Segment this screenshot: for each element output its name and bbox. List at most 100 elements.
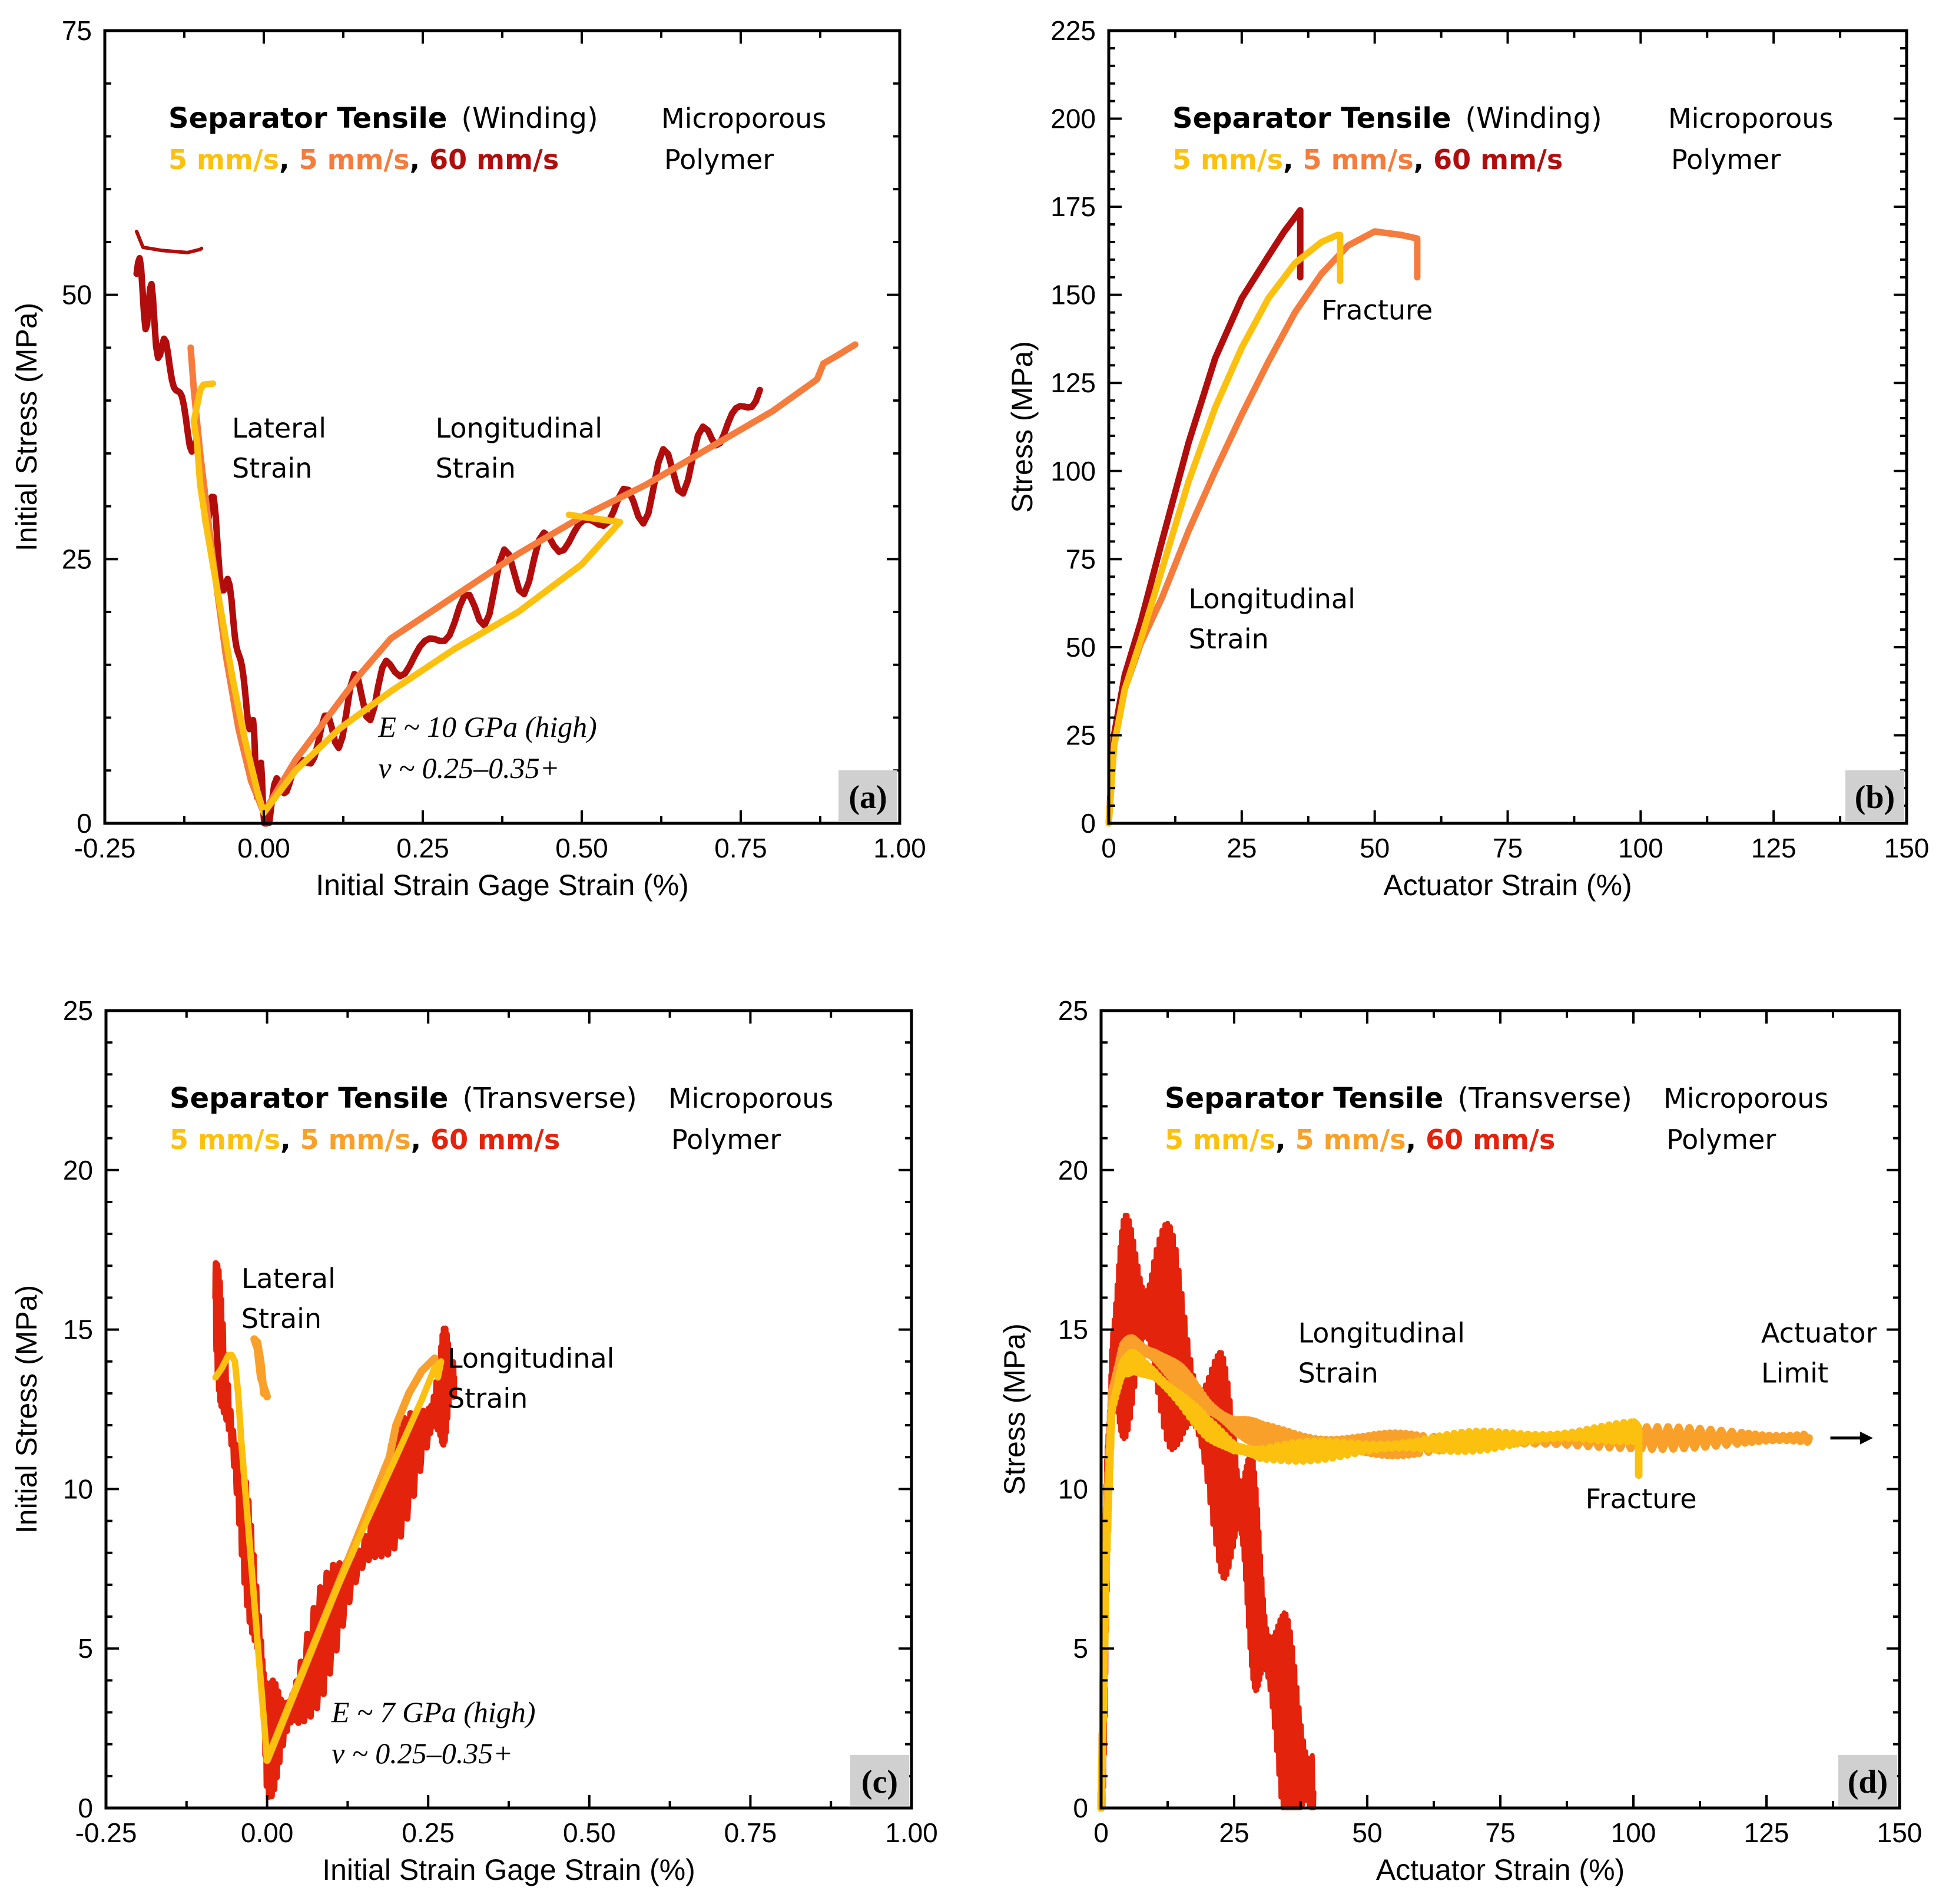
panel-a: -0.25 0.00 0.25 0.50 0.75 1.00 0 25 50 75 Initial … (10, 15, 926, 902)
y-tick-label: 0 (1080, 808, 1096, 839)
material-label: Polymer (664, 144, 774, 176)
x-tick-label: 0.50 (555, 833, 608, 863)
panel-c: -0.25 0.00 0.25 0.50 0.75 1.00 0 5 10 15 20 25 Initi… (10, 995, 938, 1886)
legend-entry: 60 mm/s (1433, 144, 1563, 176)
x-tick-label: 25 (1227, 833, 1257, 863)
series-group (212, 1260, 458, 1800)
annotation: Strain (241, 1303, 321, 1335)
legend-entry: 5 mm/s (170, 1124, 280, 1155)
x-tick-label: 0.00 (237, 833, 290, 863)
annotation: Actuator (1761, 1317, 1877, 1349)
annotation: Strain (1189, 623, 1269, 655)
legend-entry: 5 mm/s (168, 144, 279, 176)
y-tick-label: 150 (1050, 280, 1096, 310)
annotation: Lateral (241, 1263, 336, 1294)
x-axis-label: Actuator Strain (%) (1383, 869, 1632, 902)
x-tick-label: 50 (1352, 1817, 1382, 1848)
speed-legend: 5 mm/s, 5 mm/s, 60 mm/s (1165, 1124, 1555, 1155)
panel-tag-background (838, 770, 897, 821)
x-tick-label: 1.00 (885, 1817, 938, 1848)
annotation: Longitudinal (1298, 1317, 1464, 1349)
series-5-mm-s-yellow- (1105, 231, 1344, 827)
x-tick-label: 0.25 (396, 833, 449, 863)
legend-entry: 5 mm/s (1165, 1124, 1275, 1155)
x-tick-label: 0.25 (402, 1817, 455, 1848)
annotation: Limit (1761, 1357, 1828, 1389)
x-tick-label: 0.75 (714, 833, 767, 863)
x-tick-label: 125 (1744, 1817, 1789, 1848)
series-60-mm-s-initial (135, 230, 204, 254)
y-tick-label: 0 (1073, 1793, 1088, 1823)
chart-title: Separator Tensile (Transverse) (1165, 1082, 1632, 1115)
y-tick-label: 25 (1058, 995, 1088, 1026)
x-tick-label: 75 (1485, 1817, 1515, 1848)
panel-label: (d) (1848, 1764, 1888, 1800)
material-label: Polymer (671, 1124, 781, 1155)
x-tick-label: 100 (1618, 833, 1663, 863)
arrow-head-icon (1860, 1431, 1873, 1445)
series-60-mm-s (1099, 1213, 1317, 1810)
annotation: Longitudinal (1189, 583, 1355, 615)
x-tick-label: 75 (1493, 833, 1523, 863)
panel-b: 0 25 50 75 100 125 150 0 25 50 75 100 125 150 175 200 22… (1006, 15, 1929, 902)
x-tick-label: 0.75 (724, 1817, 777, 1848)
series-5-mm-s-yellow- (212, 1352, 445, 1764)
y-tick-label: 50 (62, 280, 92, 310)
chart-title: Separator Tensile (Winding) (1172, 102, 1602, 135)
modulus-annotation: ν ~ 0.25–0.35+ (378, 751, 559, 784)
chart-title: Separator Tensile (Winding) (168, 102, 598, 135)
legend-entry: 60 mm/s (429, 144, 559, 176)
panel-label: (a) (848, 779, 887, 816)
y-axis-label: Initial Stress (MPa) (10, 1285, 43, 1534)
legend-separator: , (279, 144, 299, 176)
title-orientation: (Winding) (461, 102, 598, 135)
panel-label: (b) (1855, 779, 1895, 816)
series-5-mm-s-yellow- (1097, 1349, 1643, 1812)
speed-legend: 5 mm/s, 5 mm/s, 60 mm/s (170, 1124, 560, 1155)
title-bold: Separator Tensile (1165, 1082, 1443, 1115)
legend-separator: , (411, 1124, 431, 1155)
x-tick-label: -0.25 (74, 833, 136, 863)
title-bold: Separator Tensile (1172, 102, 1451, 135)
x-tick-label: 100 (1611, 1817, 1656, 1848)
y-tick-label: 25 (1066, 720, 1096, 750)
annotation: Fracture (1586, 1483, 1697, 1515)
y-tick-label: 5 (1073, 1633, 1088, 1664)
y-tick-label: 200 (1050, 104, 1096, 134)
title-orientation: (Transverse) (462, 1082, 637, 1115)
y-tick-label: 75 (62, 15, 92, 46)
series-60-mm-s (1105, 207, 1304, 827)
legend-separator: , (1275, 1124, 1295, 1155)
material-label: Microporous (1663, 1082, 1828, 1114)
modulus-annotation: E ~ 10 GPa (high) (377, 710, 596, 743)
title-bold: Separator Tensile (168, 102, 447, 135)
y-tick-label: 125 (1050, 367, 1096, 398)
title-orientation: (Transverse) (1457, 1082, 1632, 1115)
y-tick-label: 10 (63, 1473, 93, 1504)
x-tick-label: 0 (1101, 833, 1116, 863)
y-tick-label: 25 (62, 544, 92, 574)
legend-separator: , (1414, 144, 1434, 176)
legend-entry: 5 mm/s (300, 1124, 411, 1155)
x-tick-label: 50 (1360, 833, 1390, 863)
title-orientation: (Winding) (1465, 102, 1602, 135)
material-label: Microporous (661, 102, 826, 134)
x-tick-label: 125 (1751, 833, 1797, 863)
annotation: Strain (448, 1383, 528, 1415)
y-axis-label: Initial Stress (MPa) (10, 303, 43, 551)
x-axis-label: Initial Strain Gage Strain (%) (316, 869, 689, 902)
modulus-annotation: ν ~ 0.25–0.35+ (332, 1737, 513, 1770)
x-axis-label: Initial Strain Gage Strain (%) (322, 1853, 695, 1886)
y-tick-label: 50 (1066, 632, 1096, 663)
annotation: Longitudinal (436, 412, 602, 444)
y-tick-label: 25 (63, 995, 93, 1026)
y-axis-label: Stress (MPa) (1006, 341, 1039, 513)
legend-separator: , (1283, 144, 1303, 176)
series-5-mm-s-yellow- (190, 380, 624, 816)
series-group (133, 230, 859, 827)
speed-legend: 5 mm/s, 5 mm/s, 60 mm/s (1172, 144, 1563, 176)
panel-tag-background (1845, 770, 1904, 821)
annotation: Strain (232, 452, 312, 484)
series-5-mm-s-orange- (250, 1335, 271, 1400)
